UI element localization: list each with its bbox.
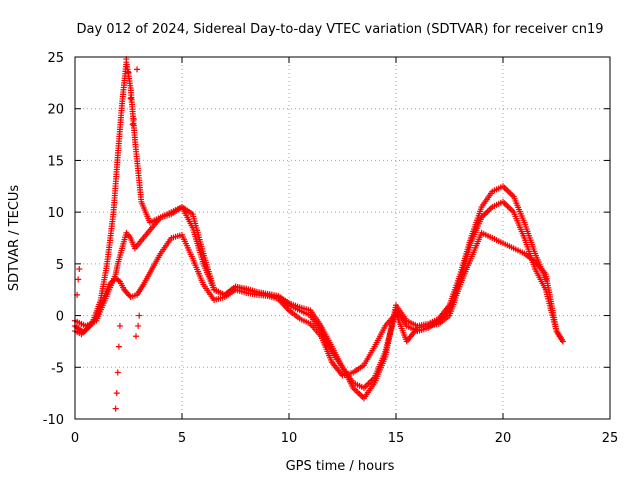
data-point bbox=[76, 266, 83, 273]
data-point bbox=[129, 121, 136, 128]
axis-ticks: 0 5 10 15 20 25 -10 -5 0 5 10 15 20 25 bbox=[43, 51, 619, 446]
data-point bbox=[136, 312, 143, 319]
chart-title: Day 012 of 2024, Sidereal Day-to-day VTE… bbox=[76, 22, 603, 37]
x-axis-label: GPS time / hours bbox=[286, 459, 395, 474]
data-point bbox=[130, 116, 137, 123]
y-tick-label: 15 bbox=[47, 154, 64, 169]
data-point bbox=[114, 369, 121, 376]
data-point bbox=[559, 338, 566, 345]
data-point bbox=[127, 95, 134, 102]
series-track-a bbox=[72, 229, 566, 379]
y-tick-label: -10 bbox=[43, 413, 64, 428]
data-point bbox=[132, 333, 139, 340]
y-tick-label: 10 bbox=[47, 206, 64, 221]
grid bbox=[75, 57, 610, 419]
data-point bbox=[112, 405, 119, 412]
series-track-b bbox=[72, 198, 566, 391]
x-tick-label: 5 bbox=[178, 431, 186, 446]
x-tick-label: 0 bbox=[71, 431, 79, 446]
data-point bbox=[116, 322, 123, 329]
x-tick-label: 20 bbox=[495, 431, 512, 446]
y-axis-label: SDTVAR / TECUs bbox=[7, 185, 22, 292]
data-point bbox=[134, 66, 141, 73]
y-tick-label: 5 bbox=[56, 258, 64, 273]
series-isolated bbox=[74, 56, 143, 412]
y-tick-label: -5 bbox=[51, 361, 64, 376]
data-point bbox=[115, 343, 122, 350]
data-point bbox=[135, 322, 142, 329]
x-tick-label: 15 bbox=[388, 431, 405, 446]
data-point bbox=[542, 276, 549, 283]
data-points bbox=[72, 56, 566, 412]
data-point bbox=[125, 69, 132, 76]
x-tick-label: 25 bbox=[602, 431, 619, 446]
y-tick-label: 20 bbox=[47, 103, 64, 118]
y-tick-label: 0 bbox=[56, 310, 64, 325]
series-track-c bbox=[72, 59, 549, 402]
plot-frame bbox=[74, 56, 611, 420]
data-point bbox=[75, 276, 82, 283]
data-point bbox=[113, 390, 120, 397]
x-tick-label: 10 bbox=[281, 431, 298, 446]
y-tick-label: 25 bbox=[47, 51, 64, 66]
